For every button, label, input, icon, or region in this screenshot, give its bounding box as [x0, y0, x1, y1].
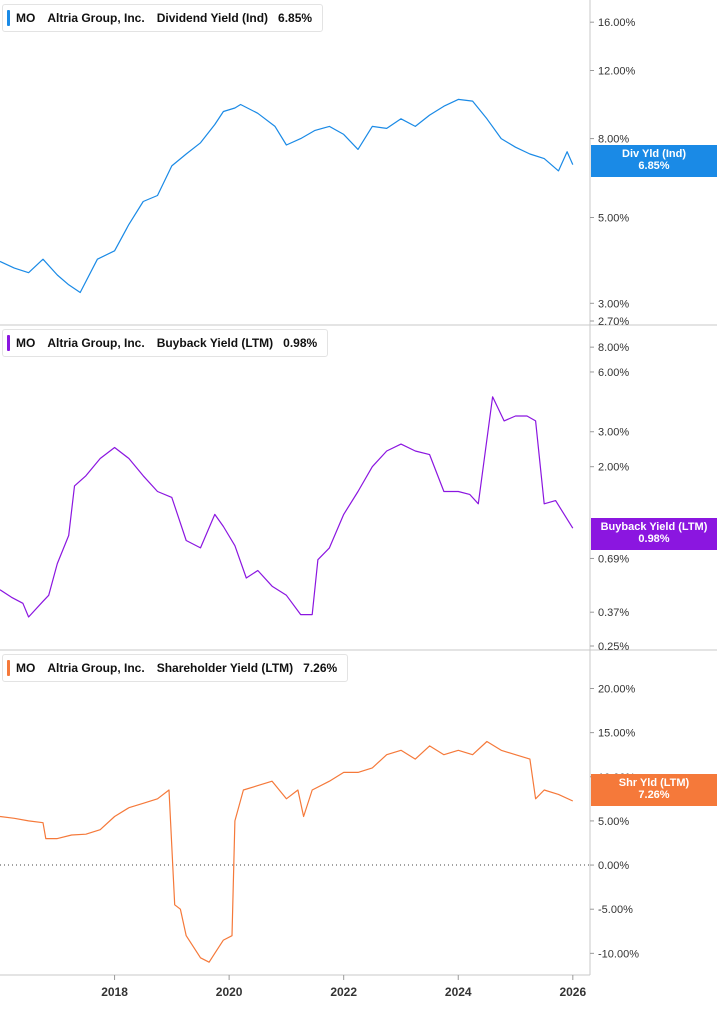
- y-tick-label: 2.00%: [598, 462, 629, 474]
- series-line: [0, 396, 574, 618]
- y-tick-label: 2.70%: [598, 316, 629, 328]
- legend-metric: Dividend Yield (Ind): [156, 11, 269, 25]
- y-tick-label: 16.00%: [598, 17, 636, 29]
- series-line: [0, 98, 574, 294]
- legend-swatch: [7, 335, 10, 351]
- legend-metric: Shareholder Yield (LTM): [156, 661, 294, 675]
- x-tick-label: 2020: [216, 985, 243, 999]
- y-tick-label: 0.69%: [598, 553, 629, 565]
- legend-value: 0.98%: [283, 336, 318, 350]
- legend-ticker: MO: [16, 661, 36, 675]
- legend-ticker: MO: [16, 11, 36, 25]
- legend-value: 6.85%: [278, 11, 313, 25]
- legend-shareholder-yield: MO Altria Group, Inc. Shareholder Yield …: [2, 654, 349, 682]
- y-tick-label: 5.00%: [598, 816, 629, 828]
- value-tag-value: 0.98%: [638, 533, 670, 545]
- x-tick-label: 2024: [445, 985, 472, 999]
- value-tag-label: Div Yld (Ind): [622, 148, 686, 160]
- y-tick-label: 15.00%: [598, 728, 636, 740]
- y-tick-label: -5.00%: [598, 904, 633, 916]
- y-tick-label: -10.00%: [598, 948, 639, 960]
- legend-buyback-yield: MO Altria Group, Inc. Buyback Yield (LTM…: [2, 329, 329, 357]
- series-line: [0, 740, 574, 963]
- legend-ticker: MO: [16, 336, 36, 350]
- legend-metric: Buyback Yield (LTM): [156, 336, 274, 350]
- y-tick-label: 8.00%: [598, 342, 629, 354]
- x-tick-label: 2022: [330, 985, 357, 999]
- y-tick-label: 5.00%: [598, 213, 629, 225]
- y-tick-label: 0.00%: [598, 860, 629, 872]
- value-tag-label: Shr Yld (LTM): [618, 777, 690, 789]
- legend-company: Altria Group, Inc.: [47, 336, 145, 350]
- y-tick-label: 3.00%: [598, 427, 629, 439]
- legend-value: 7.26%: [303, 661, 338, 675]
- value-tag-value: 6.85%: [638, 160, 670, 172]
- legend-swatch: [7, 10, 10, 26]
- legend-swatch: [7, 660, 10, 676]
- value-tag-value: 7.26%: [638, 789, 670, 801]
- x-tick-label: 2018: [101, 985, 128, 999]
- y-tick-label: 0.25%: [598, 641, 629, 653]
- y-tick-label: 6.00%: [598, 367, 629, 379]
- legend-company: Altria Group, Inc.: [47, 661, 145, 675]
- y-tick-label: 3.00%: [598, 298, 629, 310]
- y-tick-label: 12.00%: [598, 65, 636, 77]
- y-tick-label: 20.00%: [598, 683, 636, 695]
- value-tag-shareholder-yield: Shr Yld (LTM) 7.26%: [591, 774, 717, 806]
- value-tag-dividend-yield: Div Yld (Ind) 6.85%: [591, 145, 717, 177]
- y-tick-label: 0.37%: [598, 607, 629, 619]
- x-tick-label: 2026: [559, 985, 586, 999]
- legend-dividend-yield: MO Altria Group, Inc. Dividend Yield (In…: [2, 4, 324, 32]
- value-tag-label: Buyback Yield (LTM): [600, 521, 708, 533]
- legend-company: Altria Group, Inc.: [47, 11, 145, 25]
- value-tag-buyback-yield: Buyback Yield (LTM) 0.98%: [591, 518, 717, 550]
- y-tick-label: 8.00%: [598, 134, 629, 146]
